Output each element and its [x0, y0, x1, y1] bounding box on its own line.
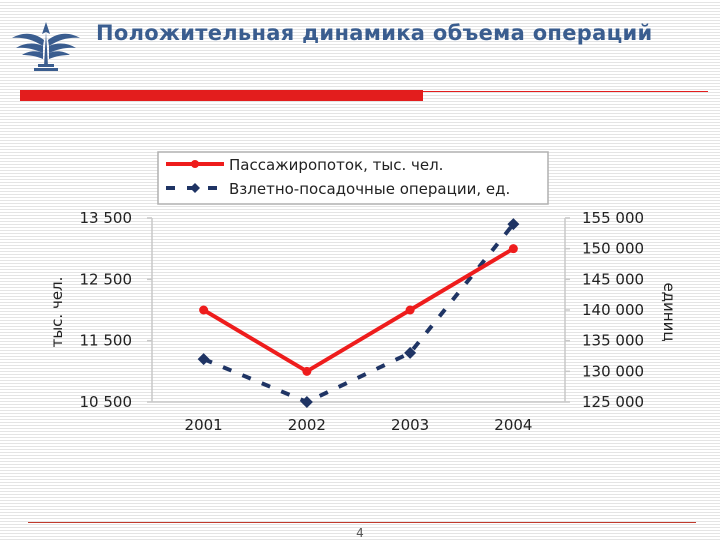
y-right-tick-label: 145 000 — [582, 270, 644, 288]
data-point-passengers — [405, 305, 415, 315]
x-tick-label: 2001 — [185, 416, 223, 434]
data-point-operations — [300, 396, 313, 408]
data-point-operations — [404, 346, 417, 359]
data-point-passengers — [199, 305, 209, 315]
data-point-passengers — [302, 366, 312, 376]
series-line-passengers — [202, 246, 515, 374]
legend-label-passengers: Пассажиропоток, тыс. чел. — [229, 156, 443, 174]
footer-rule — [28, 522, 696, 523]
chart-legend: Пассажиропоток, тыс. чел. Взлетно-посадо… — [157, 151, 549, 205]
title-underline-bar — [20, 90, 423, 101]
x-tick-label: 2004 — [494, 416, 532, 434]
company-logo-icon — [12, 22, 80, 71]
y-right-tick-label: 130 000 — [582, 362, 644, 380]
y-right-tick-label: 125 000 — [582, 393, 644, 411]
y-left-tick-label: 10 500 — [80, 393, 133, 411]
y-left-tick-label: 11 500 — [80, 332, 133, 350]
page-title: Положительная динамика объема операций — [96, 21, 653, 45]
data-point-passengers — [508, 244, 518, 254]
data-point-operations — [507, 218, 520, 231]
y-right-tick-label: 140 000 — [582, 301, 644, 319]
data-point-operations — [197, 353, 210, 366]
page-number: 4 — [356, 526, 364, 540]
y-right-tick-label: 150 000 — [582, 240, 644, 258]
legend-marker-passengers — [191, 160, 199, 168]
y-right-tick-label: 135 000 — [582, 332, 644, 350]
legend-marker-operations — [190, 183, 200, 193]
x-tick-label: 2002 — [288, 416, 326, 434]
title-underline-rule — [423, 91, 708, 92]
y-axis-right-label: единиц — [660, 282, 678, 341]
y-axis-left-label: тыс. чел. — [48, 277, 66, 348]
plot-area: 13 500 12 500 11 500 10 500 155 000 150 000 14… — [80, 209, 645, 434]
series-line-operations — [202, 222, 515, 405]
legend-label-operations: Взлетно-посадочные операции, ед. — [229, 180, 510, 198]
y-right-tick-label: 155 000 — [582, 209, 644, 227]
y-left-tick-label: 13 500 — [80, 209, 133, 227]
y-left-tick-label: 12 500 — [80, 270, 133, 288]
x-tick-label: 2003 — [391, 416, 429, 434]
